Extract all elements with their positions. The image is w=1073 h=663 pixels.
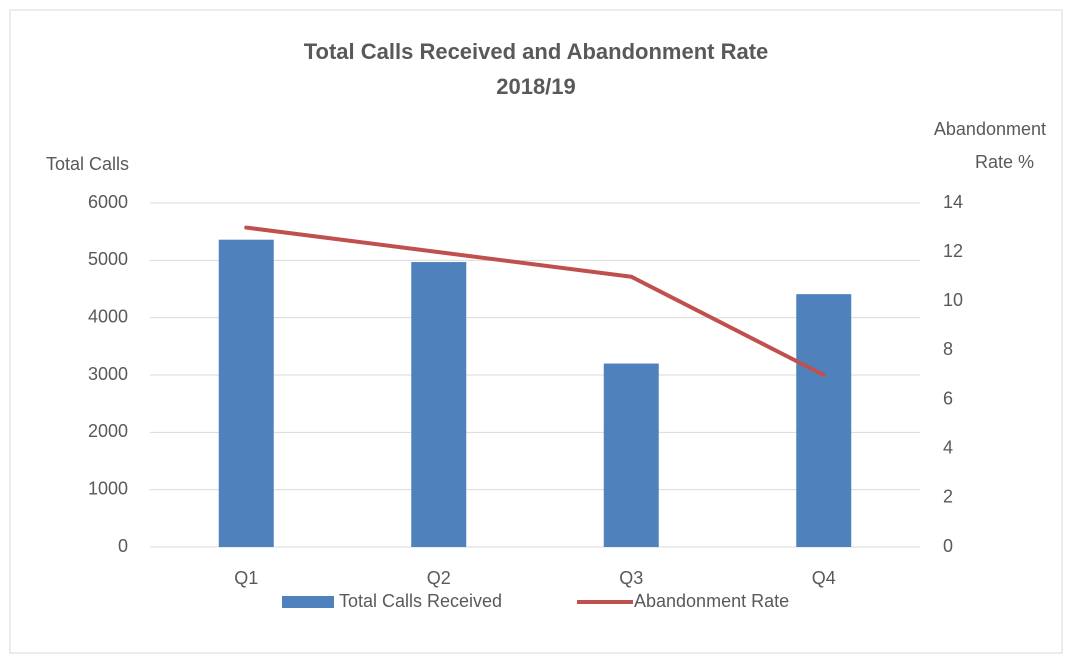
bar — [796, 294, 852, 547]
bar — [411, 262, 467, 547]
legend-label: Total Calls Received — [339, 591, 502, 611]
chart-title: Total Calls Received and Abandonment Rat… — [304, 39, 769, 64]
y-tick-label: 1000 — [88, 478, 128, 498]
y2-tick-label: 4 — [943, 437, 953, 457]
line — [244, 225, 826, 377]
y2-tick-label: 2 — [943, 487, 953, 507]
x-tick-label: Q4 — [812, 568, 836, 588]
y-tick-label: 3000 — [88, 364, 128, 384]
bar — [218, 239, 274, 547]
y2-tick-label: 12 — [943, 241, 963, 261]
y2-axis-label: Rate % — [975, 152, 1034, 172]
chart-subtitle: 2018/19 — [496, 74, 576, 99]
y2-axis-label: Abandonment — [934, 119, 1046, 139]
x-tick-label: Q2 — [427, 568, 451, 588]
chart-border — [9, 9, 1063, 654]
bar — [603, 363, 659, 547]
y2-tick-label: 8 — [943, 339, 953, 359]
y2-tick-label: 6 — [943, 388, 953, 408]
x-tick-label: Q3 — [619, 568, 643, 588]
y-tick-label: 6000 — [88, 192, 128, 212]
y-tick-label: 4000 — [88, 306, 128, 326]
legend-label: Abandonment Rate — [634, 591, 789, 611]
y2-tick-label: 14 — [943, 192, 963, 212]
y-tick-label: 0 — [118, 536, 128, 556]
legend-swatch — [282, 596, 334, 608]
y2-tick-label: 0 — [943, 536, 953, 556]
y-tick-label: 5000 — [88, 249, 128, 269]
y-tick-label: 2000 — [88, 421, 128, 441]
x-tick-label: Q1 — [234, 568, 258, 588]
y-axis-label: Total Calls — [46, 154, 129, 174]
y2-tick-label: 10 — [943, 290, 963, 310]
